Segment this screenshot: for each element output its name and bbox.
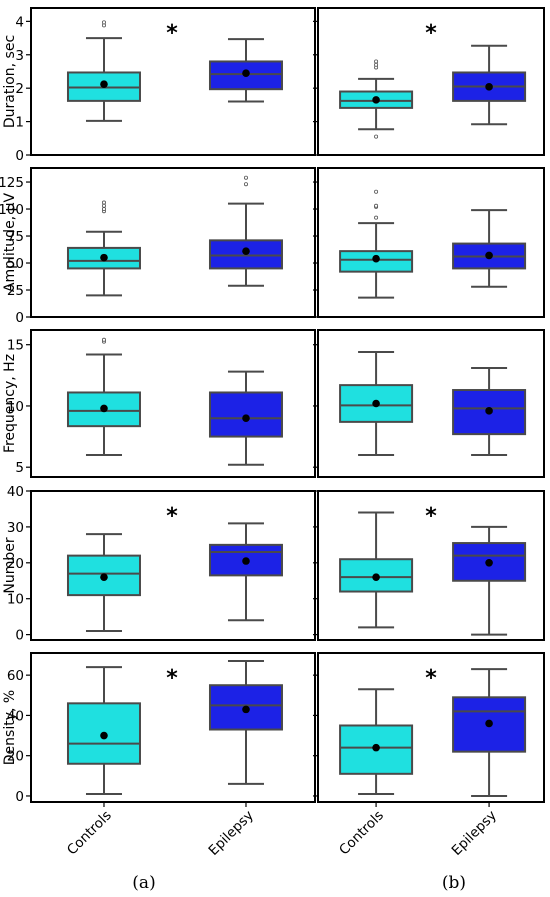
y-tick-label: 0 <box>15 310 24 326</box>
outlier-point <box>101 200 106 205</box>
outlier-point <box>374 59 379 64</box>
mean-marker <box>242 705 250 714</box>
plot-frame <box>317 329 545 478</box>
y-tick-label: 75 <box>7 229 24 245</box>
significance-marker: * <box>166 504 178 529</box>
mean-marker <box>485 559 493 567</box>
plot-frame <box>317 167 545 318</box>
x-tick-label: Controls <box>64 808 115 859</box>
y-tick-label: 50 <box>7 256 24 272</box>
mean-marker <box>242 69 250 77</box>
plot-frame <box>317 7 545 156</box>
significance-marker: * <box>425 666 437 691</box>
x-tick-label: Controls <box>336 808 387 859</box>
mean-marker <box>372 573 380 581</box>
mean-marker <box>485 407 493 415</box>
mean-marker <box>100 80 108 88</box>
outlier-point <box>101 207 106 212</box>
y-axis-label: Number <box>2 537 18 593</box>
plot-frame <box>30 329 316 478</box>
significance-marker: * <box>425 504 437 529</box>
mean-marker <box>485 251 493 260</box>
mean-marker <box>485 719 493 728</box>
y-tick-label: 25 <box>7 283 24 299</box>
y-tick-label: 100 <box>0 202 24 218</box>
plot-frame <box>30 490 316 641</box>
mean-marker <box>372 399 380 408</box>
outlier-point <box>243 182 248 187</box>
subplot-b-2 <box>313 329 545 478</box>
subplot-a-1: 0 25 50 75 100 125 Amplitude, µV <box>0 167 316 326</box>
outlier-point <box>374 62 379 67</box>
y-tick-label: 20 <box>7 556 24 572</box>
outlier-point <box>374 134 379 139</box>
y-tick-label: 2 <box>15 81 24 97</box>
mean-marker <box>372 254 380 263</box>
significance-marker: * <box>166 666 178 691</box>
mean-marker <box>242 557 250 565</box>
subplot-b-0: * <box>313 7 545 156</box>
y-tick-label: 4 <box>15 14 24 30</box>
outlier-point <box>374 203 379 208</box>
significance-marker: * <box>166 21 178 46</box>
subplot-a-0: 0 1 2 3 4 Duration, sec * <box>2 7 316 164</box>
y-tick-label: 30 <box>7 520 24 536</box>
y-tick-label: 5 <box>15 460 24 476</box>
y-tick-label: 10 <box>7 592 24 608</box>
subplot-a-3: 0 10 20 30 40 Number * <box>2 484 316 644</box>
y-tick-label: 1 <box>15 115 24 131</box>
outlier-point <box>243 175 248 180</box>
outlier-point <box>101 337 106 342</box>
y-axis-label: Duration, sec <box>2 35 18 128</box>
outlier-point <box>374 215 379 220</box>
y-tick-label: 15 <box>7 338 24 354</box>
y-tick-label: 20 <box>7 749 24 765</box>
outlier-point <box>101 20 106 25</box>
plot-frame <box>30 167 316 318</box>
y-tick-label: 60 <box>7 668 24 684</box>
y-tick-label: 0 <box>15 628 24 644</box>
y-tick-label: 40 <box>7 484 24 500</box>
significance-marker: * <box>425 21 437 46</box>
mean-marker <box>372 96 380 104</box>
subplot-b-3: * <box>313 490 545 641</box>
plot-frame <box>317 490 545 641</box>
y-tick-label: 3 <box>15 48 24 64</box>
mean-marker <box>100 731 108 740</box>
outlier-point <box>101 203 106 208</box>
x-tick-label: Epilepsy <box>449 808 500 859</box>
mean-marker <box>242 247 250 255</box>
mean-marker <box>372 743 380 752</box>
y-tick-label: 0 <box>15 789 24 805</box>
subplot-b-4: * Controls Epilepsy <box>313 652 545 859</box>
mean-marker <box>100 253 108 262</box>
mean-marker <box>100 573 108 581</box>
panel-label-b: (b) <box>442 873 466 893</box>
outlier-point <box>374 189 379 194</box>
y-tick-label: 10 <box>7 399 24 415</box>
y-tick-label: 125 <box>0 175 24 191</box>
plot-frame <box>30 652 316 803</box>
mean-marker <box>242 414 250 423</box>
subplot-a-4: 0 20 40 60 Density, % * Controls Epilepsy <box>2 652 316 859</box>
y-tick-label: 40 <box>7 708 24 724</box>
plot-frame <box>30 7 316 156</box>
plot-frame <box>317 652 545 803</box>
y-tick-label: 0 <box>15 148 24 164</box>
panel-label-a: (a) <box>132 873 155 893</box>
mean-marker <box>100 404 108 413</box>
subplot-b-1 <box>313 167 545 318</box>
x-tick-label: Epilepsy <box>206 808 257 859</box>
y-axis-label: Frequency, Hz <box>2 354 18 453</box>
mean-marker <box>485 83 493 91</box>
y-axis-label: Amplitude, µV <box>2 193 18 293</box>
y-axis-label: Density, % <box>2 690 18 765</box>
